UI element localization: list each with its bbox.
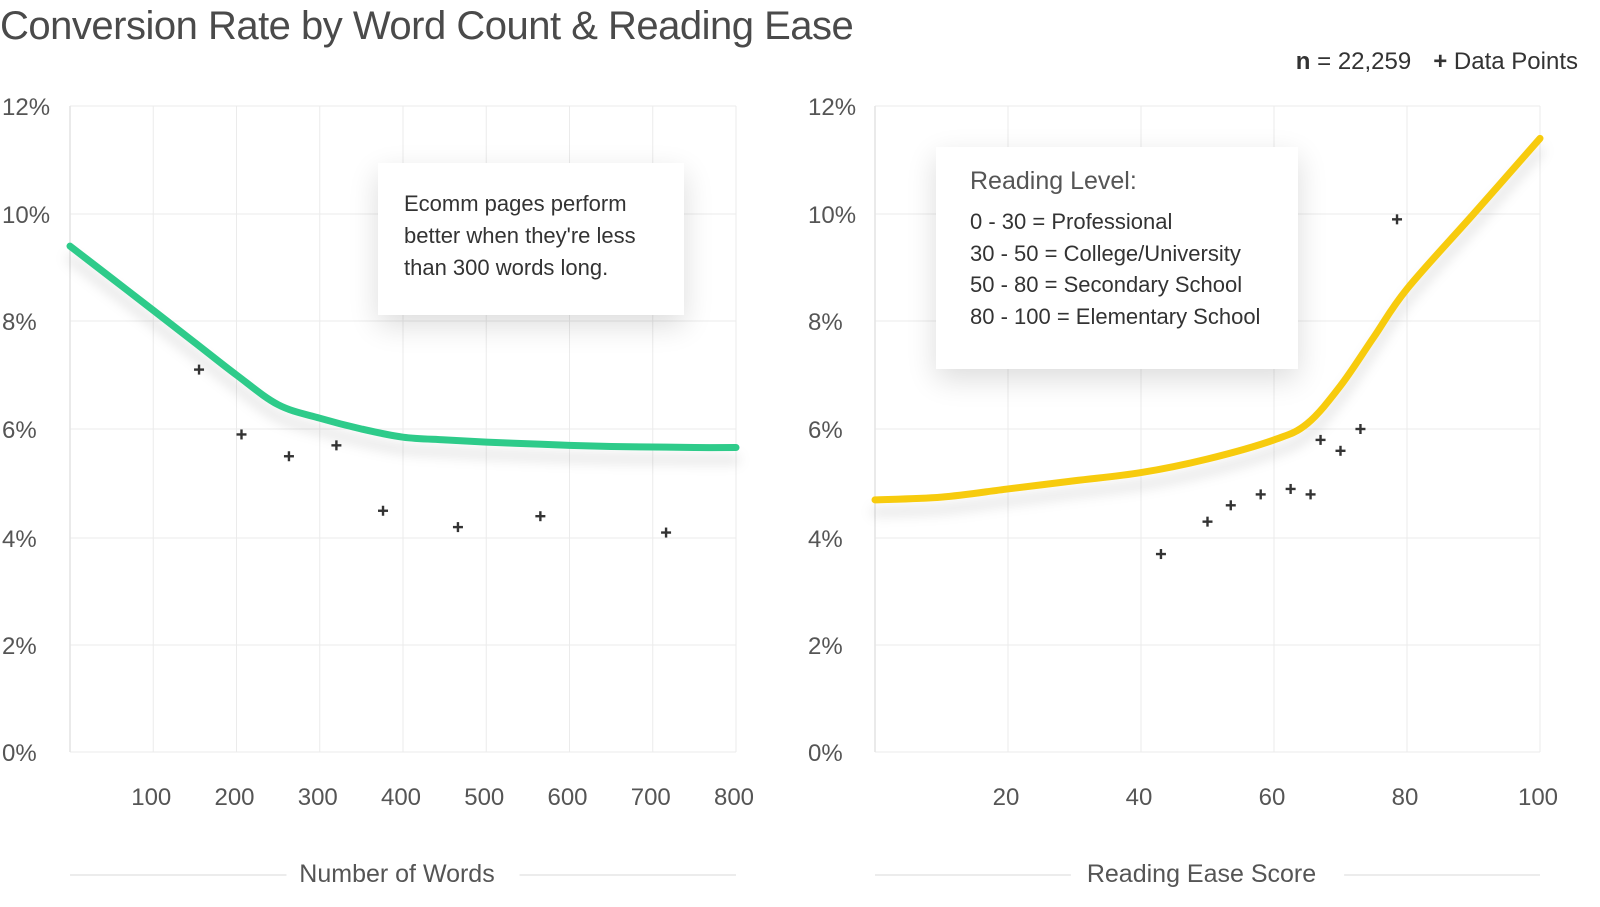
data-point-marker [194, 364, 205, 375]
data-point-marker [661, 527, 672, 538]
y-tick-label: 4% [2, 526, 37, 553]
x-tick-label: 60 [1259, 784, 1286, 811]
data-points-legend-label: Data Points [1453, 48, 1578, 75]
x-tick-label: 700 [631, 784, 671, 811]
data-point-marker [378, 505, 389, 516]
chart-header-legend: n = 22,259 + Data Points [1296, 48, 1578, 76]
data-point-marker [1225, 500, 1236, 511]
chart-title: Conversion Rate by Word Count & Reading … [0, 4, 854, 48]
y-tick-label: 0% [2, 740, 37, 767]
y-tick-label: 10% [2, 202, 50, 229]
y-tick-label: 10% [808, 202, 856, 229]
x-tick-label: 80 [1392, 784, 1419, 811]
sample-size-label: n [1295, 48, 1311, 75]
y-tick-label: 2% [2, 633, 37, 660]
y-tick-label: 6% [808, 417, 843, 444]
trend-line [66, 242, 740, 452]
y-tick-label: 8% [808, 309, 843, 336]
reading-level-legend: Reading Level: 0 - 30 = Professional 30 … [936, 147, 1298, 369]
x-tick-label: 100 [1518, 784, 1558, 811]
x-axis-title: Number of Words [299, 860, 494, 888]
data-point-marker [1305, 489, 1316, 500]
x-tick-label: 40 [1126, 784, 1153, 811]
x-tick-label: 200 [214, 784, 254, 811]
x-tick-label: 600 [547, 784, 587, 811]
reading-level-row: 0 - 30 = Professional [970, 209, 1173, 234]
x-tick-label: 20 [993, 784, 1020, 811]
y-tick-label: 6% [2, 417, 37, 444]
data-point-marker [1255, 489, 1266, 500]
sample-size-value: = 22,259 [1310, 48, 1412, 75]
data-point-marker-icon: + [1433, 48, 1448, 75]
data-point-marker [283, 451, 294, 462]
x-axis-title: Reading Ease Score [1087, 860, 1316, 888]
y-tick-label: 8% [2, 309, 37, 336]
reading-level-row: 50 - 80 = Secondary School [970, 272, 1243, 297]
annotation-word-count: Ecomm pages perform better when they're … [378, 163, 684, 315]
x-tick-label: 300 [298, 784, 338, 811]
data-point-marker [535, 511, 546, 522]
data-point-marker [236, 429, 247, 440]
y-tick-label: 4% [808, 526, 843, 553]
data-point-marker [331, 440, 342, 451]
data-point-marker [1335, 445, 1346, 456]
data-point-marker [1355, 424, 1366, 434]
trend-line [871, 134, 1544, 504]
reading-level-row: 30 - 50 = College/University [970, 240, 1241, 266]
data-point-marker [1392, 214, 1403, 225]
reading-level-title: Reading Level: [970, 167, 1137, 195]
data-point-marker [1202, 516, 1213, 527]
x-tick-label: 800 [714, 784, 754, 811]
x-tick-label: 400 [381, 784, 421, 811]
data-point-marker [1285, 483, 1296, 494]
y-tick-label: 12% [808, 94, 856, 121]
x-tick-label: 500 [464, 784, 504, 811]
y-tick-label: 0% [808, 740, 843, 767]
x-tick-label: 100 [131, 784, 171, 811]
data-point-marker [452, 522, 463, 533]
data-point-marker [1315, 434, 1326, 445]
y-tick-label: 2% [808, 633, 843, 660]
reading-ease-panel: 0% 2% 4% 6% 8% 10% 12% 20 40 60 80 100 Reading Ease … [808, 94, 1558, 888]
y-tick-label: 12% [2, 94, 50, 121]
data-point-marker [1155, 549, 1166, 560]
reading-level-row: 80 - 100 = Elementary School [970, 303, 1261, 329]
annotation-text: Ecomm pages perform better when they're … [404, 191, 636, 280]
